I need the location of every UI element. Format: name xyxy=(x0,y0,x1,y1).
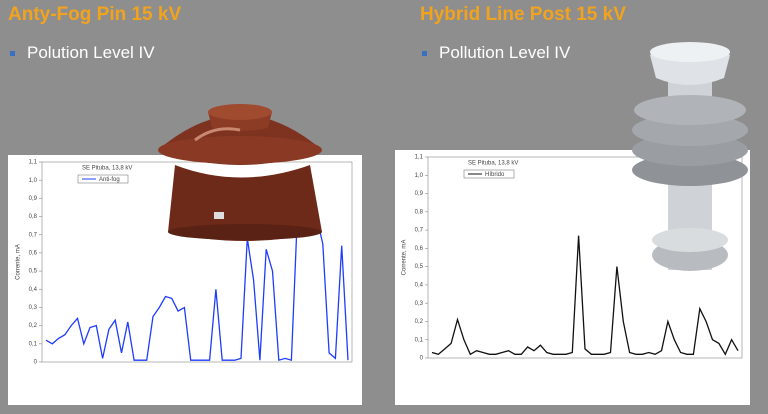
legend-title: SE Pituba, 13,8 kV xyxy=(82,166,132,172)
y-tick-label: 0,7 xyxy=(415,228,424,234)
legend-title: SE Pituba, 13,8 kV xyxy=(468,161,518,167)
y-tick-label: 0,8 xyxy=(415,209,424,215)
y-tick-label: 0,6 xyxy=(29,250,38,256)
y-tick-label: 0 xyxy=(420,356,424,362)
legend-label: Híbrido xyxy=(485,172,505,178)
y-tick-label: 0,6 xyxy=(415,246,424,252)
y-tick-label: 0,1 xyxy=(415,337,424,343)
y-tick-label: 0,8 xyxy=(29,214,38,220)
bullet: Pollution Level IV xyxy=(422,43,570,63)
y-tick-label: 0,5 xyxy=(415,264,424,270)
y-tick-label: 0,2 xyxy=(29,323,38,329)
y-axis-label: Corrente, mA xyxy=(402,240,408,276)
y-axis-label: Corrente, mA xyxy=(16,244,22,280)
y-tick-label: 0,3 xyxy=(29,305,38,311)
y-tick-label: 0,4 xyxy=(29,287,38,293)
plot-frame xyxy=(427,156,743,359)
panel-title: Anty-Fog Pin 15 kV xyxy=(8,4,182,25)
y-tick-label: 0,9 xyxy=(29,196,38,202)
y-tick-label: 1,1 xyxy=(29,160,38,166)
y-tick-label: 1,1 xyxy=(415,155,424,161)
series-line xyxy=(431,235,739,356)
pin-insulator xyxy=(158,104,322,241)
y-tick-label: 0,7 xyxy=(29,232,38,238)
line-post-insulator xyxy=(632,42,748,271)
bullet: Polution Level IV xyxy=(10,43,155,63)
y-tick-label: 0,1 xyxy=(29,341,38,347)
legend-label: Anti-fog xyxy=(99,177,120,183)
y-tick-label: 0 xyxy=(34,360,38,366)
y-tick-label: 0,2 xyxy=(415,319,424,325)
plot-frame xyxy=(41,161,353,363)
legend-box xyxy=(77,174,129,184)
y-tick-label: 1,0 xyxy=(29,178,38,184)
panel-title: Hybrid Line Post 15 kV xyxy=(420,4,626,25)
y-tick-label: 0,9 xyxy=(415,191,424,197)
legend-box xyxy=(463,169,515,179)
y-tick-label: 1,0 xyxy=(415,173,424,179)
y-tick-label: 0,5 xyxy=(29,269,38,275)
y-tick-label: 0,4 xyxy=(415,282,424,288)
y-tick-label: 0,3 xyxy=(415,301,424,307)
